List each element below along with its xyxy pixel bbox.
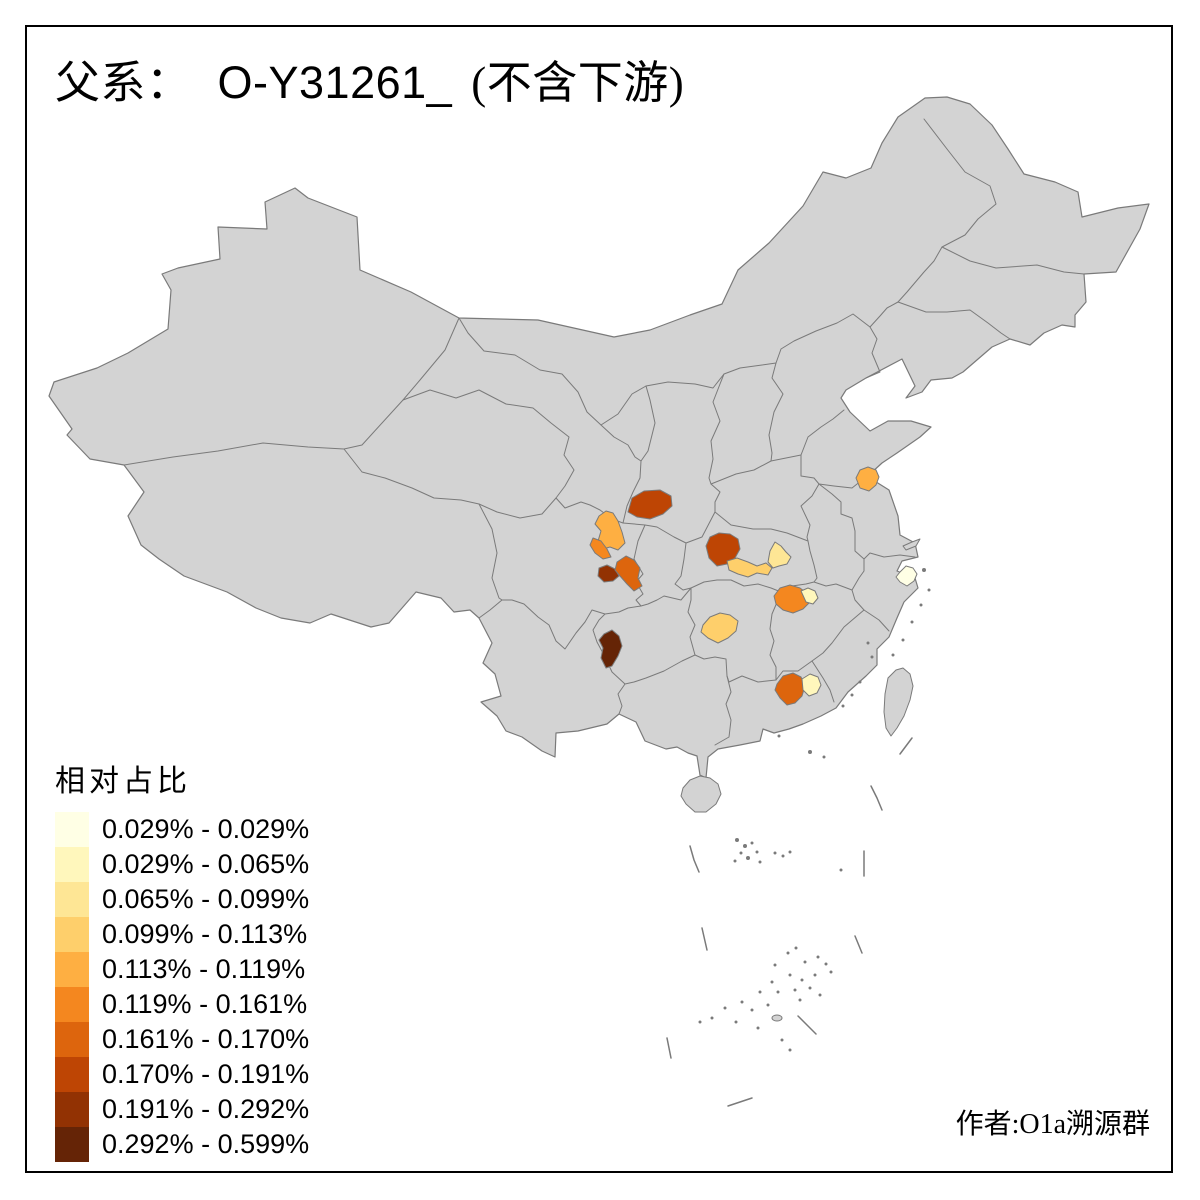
legend-range-label: 0.029% - 0.065% (102, 849, 310, 879)
choropleth-region-east-hubei (767, 541, 792, 569)
choropleth-region-east-of-chengdu (614, 555, 643, 592)
legend-range-label: 0.191% - 0.292% (102, 1094, 310, 1124)
legend-entry: 0.292% - 0.599% (55, 1127, 309, 1162)
choropleth-region-ne-yunnan (598, 629, 623, 669)
legend-title: 相对占比 (55, 765, 191, 798)
choropleth-region-north-sichuan (594, 510, 626, 551)
legend-color-swatch (55, 812, 89, 847)
legend-color-swatch (55, 882, 89, 917)
legend-entries: 0.029% - 0.029% 0.029% - 0.065% 0.065% - 0… (55, 812, 309, 1162)
chongming-island (902, 538, 921, 551)
choropleth-region-north-guangdong (774, 672, 806, 706)
legend-range-label: 0.113% - 0.119% (102, 954, 306, 984)
title-prefix: 父系： (55, 58, 192, 108)
spratly-large-islet (771, 1014, 783, 1022)
taiwan-island (883, 667, 914, 737)
choropleth-region-north-jiangxi-pale (800, 587, 819, 605)
choropleth-region-chengdu-area (597, 564, 620, 583)
choropleth-region-south-shaanxi (627, 489, 673, 520)
legend-color-swatch (55, 1127, 89, 1162)
choropleth-regions (589, 466, 918, 706)
hainan-island (680, 775, 722, 813)
legend-range-label: 0.119% - 0.161% (102, 989, 308, 1019)
choropleth-region-central-hunan (700, 612, 739, 644)
legend-entry: 0.191% - 0.292% (55, 1092, 309, 1127)
choropleth-region-ne-zhejiang (895, 565, 918, 587)
mainland-china-outline (48, 96, 1150, 779)
legend-color-swatch (55, 847, 89, 882)
legend-range-label: 0.292% - 0.599% (102, 1129, 310, 1159)
legend-color-swatch (55, 917, 89, 952)
islet-dots (698, 568, 931, 1052)
legend-color-swatch (55, 987, 89, 1022)
legend-entry: 0.119% - 0.161% (55, 987, 309, 1022)
attribution-text: 作者:O1a溯源群 (955, 1109, 1150, 1140)
legend: 相对占比 0.029% - 0.029% 0.029% - 0.065% 0.065… (55, 756, 309, 1162)
legend-entry: 0.161% - 0.170% (55, 1022, 309, 1057)
legend-entry: 0.065% - 0.099% (55, 882, 309, 917)
legend-color-swatch (55, 1092, 89, 1127)
choropleth-region-ne-guangdong-pale (801, 673, 822, 697)
legend-range-label: 0.170% - 0.191% (102, 1059, 310, 1089)
legend-color-swatch (55, 952, 89, 987)
legend-entry: 0.029% - 0.065% (55, 847, 309, 882)
choropleth-region-south-hubei-belt (726, 557, 773, 578)
legend-color-swatch (55, 1022, 89, 1057)
choropleth-region-north-jiangsu (855, 466, 880, 492)
legend-color-swatch (55, 1057, 89, 1092)
choropleth-region-mid-sichuan-west (589, 537, 612, 560)
title-suffix: (不含下游) (471, 58, 685, 108)
legend-entry: 0.029% - 0.029% (55, 812, 309, 847)
legend-entry: 0.099% - 0.113% (55, 917, 309, 952)
legend-range-label: 0.065% - 0.099% (102, 884, 310, 914)
page-title: 父系： O-Y31261_ (不含下游) (55, 58, 684, 109)
sea-boundary-dashes (666, 737, 913, 1107)
legend-entry: 0.113% - 0.119% (55, 952, 309, 987)
title-haplogroup: O-Y31261_ (217, 57, 453, 108)
legend-entry: 0.170% - 0.191% (55, 1057, 309, 1092)
legend-range-label: 0.161% - 0.170% (102, 1024, 310, 1054)
legend-range-label: 0.099% - 0.113% (102, 919, 308, 949)
legend-range-label: 0.029% - 0.029% (102, 814, 310, 844)
choropleth-region-west-hubei (705, 532, 741, 567)
